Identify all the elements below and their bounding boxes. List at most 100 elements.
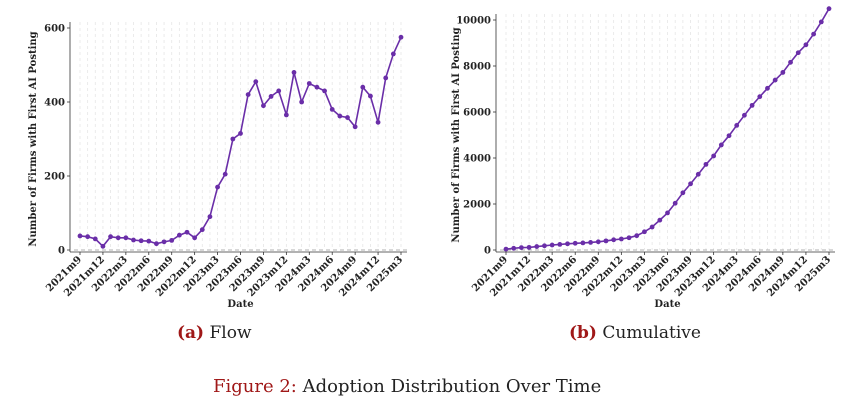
data-point	[618, 236, 624, 242]
data-point	[322, 88, 327, 94]
caption-b: (b) Cumulative	[569, 323, 701, 343]
x-axis-title: Date	[654, 299, 680, 310]
data-point	[238, 131, 243, 136]
data-point	[207, 214, 213, 220]
caption-b-text: Cumulative	[602, 323, 701, 343]
data-point	[718, 142, 724, 148]
data-point	[85, 234, 91, 240]
data-point	[780, 70, 786, 75]
y-tick-label: 200	[44, 172, 65, 183]
data-point	[665, 210, 670, 216]
data-point	[108, 234, 113, 240]
chart-panel-flow: 02004006002021m92021m122022m32022m62022m…	[28, 22, 407, 310]
data-point	[542, 243, 547, 249]
y-tick-label: 2000	[463, 200, 491, 211]
data-point	[595, 239, 601, 245]
data-point	[375, 119, 381, 125]
data-point	[230, 136, 236, 142]
data-point	[176, 232, 182, 238]
data-point	[726, 133, 732, 139]
data-point	[588, 239, 593, 245]
data-point	[92, 236, 98, 242]
data-point	[337, 113, 343, 119]
data-point	[261, 103, 266, 109]
data-point	[291, 70, 297, 75]
data-point	[680, 190, 686, 196]
data-point	[649, 224, 655, 230]
data-point	[123, 235, 129, 241]
data-point	[100, 243, 106, 249]
data-point	[131, 237, 136, 243]
data-point	[138, 238, 144, 244]
data-point	[688, 181, 693, 187]
data-point	[169, 237, 175, 243]
data-point	[749, 102, 755, 108]
data-point	[603, 238, 609, 244]
x-axis-title: Date	[227, 299, 253, 310]
data-point	[803, 42, 809, 48]
data-point	[795, 50, 801, 56]
data-point	[199, 227, 205, 233]
data-point	[161, 239, 167, 245]
y-tick-label: 10000	[456, 16, 491, 27]
y-tick-label: 0	[58, 246, 65, 257]
data-point	[360, 84, 366, 90]
y-axis-title: Number of Firms with First AI Posting	[28, 31, 39, 246]
data-point	[818, 19, 824, 25]
data-point	[511, 245, 517, 251]
y-tick-label: 4000	[463, 154, 491, 165]
y-tick-label: 0	[484, 246, 491, 257]
data-point	[268, 94, 274, 99]
y-tick-label: 400	[44, 98, 65, 109]
data-point	[215, 184, 220, 190]
data-point	[534, 244, 540, 249]
data-point	[154, 241, 159, 247]
data-point	[518, 245, 524, 251]
y-tick-label: 6000	[463, 108, 491, 119]
data-point	[711, 153, 717, 159]
data-point	[549, 242, 555, 248]
data-point	[765, 85, 770, 91]
y-tick-label: 600	[44, 24, 65, 35]
data-point	[398, 34, 404, 40]
data-point	[383, 75, 389, 81]
data-point	[77, 233, 83, 239]
data-point	[283, 112, 289, 118]
data-point	[503, 246, 509, 252]
data-point	[115, 235, 121, 241]
data-point	[222, 171, 228, 177]
caption-b-label: (b)	[569, 323, 597, 343]
data-point	[788, 59, 793, 65]
data-point	[611, 237, 617, 243]
y-tick-label: 8000	[463, 62, 491, 73]
chart-panel-cumulative: 02000400060008000100002021m92021m122022m…	[451, 6, 835, 310]
caption-a-label: (a)	[177, 323, 205, 343]
data-point	[299, 99, 305, 105]
data-point	[657, 217, 663, 223]
data-point	[826, 6, 832, 12]
data-point	[634, 233, 640, 239]
data-point	[626, 235, 632, 241]
data-point	[811, 31, 817, 37]
data-point	[329, 107, 335, 112]
data-point	[314, 84, 320, 90]
data-point	[757, 94, 763, 100]
data-point	[345, 115, 350, 120]
figure-caption-text: Adoption Distribution Over Time	[302, 376, 602, 397]
data-point	[192, 235, 198, 241]
data-point	[580, 240, 586, 246]
data-point	[565, 241, 570, 247]
caption-a: (a) Flow	[177, 323, 252, 343]
data-point	[734, 122, 740, 128]
caption-a-text: Flow	[209, 323, 252, 343]
data-point	[368, 93, 373, 99]
data-point	[672, 200, 678, 206]
data-point	[642, 229, 647, 235]
data-point	[245, 92, 251, 97]
data-point	[742, 112, 747, 118]
data-point	[146, 238, 152, 244]
data-point	[703, 161, 709, 167]
figure-caption-label: Figure 2:	[213, 376, 297, 397]
y-axis-title: Number of Firms with First AI Posting	[451, 27, 462, 242]
